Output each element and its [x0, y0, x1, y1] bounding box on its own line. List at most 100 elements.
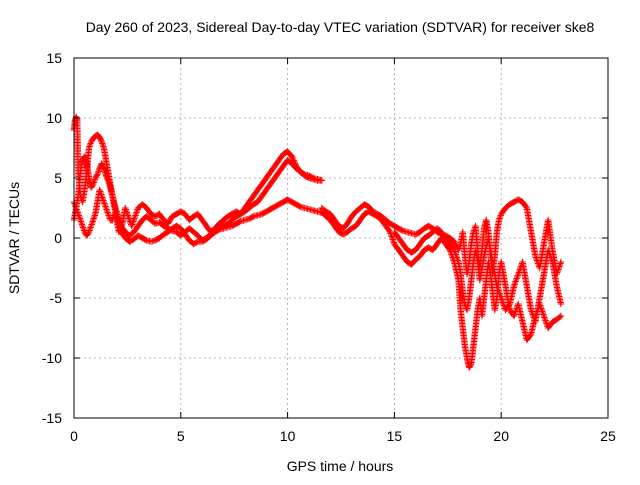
data-point	[75, 210, 82, 218]
y-tick-label: 15	[46, 50, 62, 66]
data-point	[77, 216, 84, 224]
data-point	[109, 215, 117, 222]
data-point	[451, 238, 458, 245]
data-point	[125, 215, 133, 222]
data-point	[496, 290, 503, 297]
data-point	[532, 254, 540, 261]
data-point	[556, 263, 563, 270]
data-point	[100, 164, 107, 171]
data-point	[87, 224, 94, 231]
data-point	[511, 281, 518, 288]
data-point	[515, 269, 523, 276]
data-point	[104, 210, 112, 218]
data-point	[129, 219, 136, 227]
data-point	[389, 236, 396, 243]
data-point	[496, 215, 503, 222]
data-point	[85, 228, 93, 236]
data-point	[87, 222, 95, 230]
data-point	[78, 219, 85, 227]
data-point	[90, 216, 97, 224]
y-tick-label: -15	[42, 410, 62, 426]
data-point	[78, 221, 86, 228]
data-point	[511, 311, 518, 318]
data-point	[124, 212, 132, 219]
data-point	[390, 239, 398, 246]
y-tick-label: -5	[50, 290, 63, 306]
data-point	[85, 230, 92, 237]
data-point	[105, 212, 112, 219]
data-point	[497, 212, 504, 219]
data-point	[546, 249, 553, 257]
data-point	[79, 222, 86, 230]
data-point	[500, 300, 507, 308]
data-point	[86, 227, 93, 234]
data-point	[87, 140, 94, 147]
data-point	[99, 141, 107, 149]
data-point	[96, 186, 103, 194]
data-point	[494, 285, 502, 293]
data-point	[388, 233, 395, 240]
data-point	[505, 302, 513, 309]
data-point	[454, 257, 462, 264]
data-point	[512, 278, 519, 285]
data-point	[510, 282, 518, 290]
data-point	[88, 221, 95, 228]
data-point	[76, 215, 84, 222]
data-point	[386, 227, 393, 234]
data-point	[90, 215, 97, 222]
data-point	[512, 276, 520, 284]
x-tick-label: 0	[70, 428, 78, 444]
data-point	[389, 234, 396, 242]
data-point	[451, 248, 458, 255]
data-point	[98, 191, 105, 198]
data-point	[91, 213, 98, 221]
grid-lines	[74, 58, 608, 418]
data-point	[94, 171, 101, 178]
data-point	[288, 153, 296, 160]
data-point	[557, 312, 565, 320]
data-point	[527, 332, 534, 339]
data-point	[498, 294, 505, 302]
data-point	[528, 308, 535, 315]
data-point	[540, 311, 547, 318]
data-point	[122, 204, 129, 212]
x-tick-label: 25	[600, 428, 616, 444]
data-point	[99, 195, 107, 203]
data-point	[109, 216, 116, 224]
data-point	[450, 245, 457, 252]
data-point	[128, 222, 135, 230]
data-point	[86, 143, 93, 150]
data-point	[80, 227, 88, 234]
data-point	[95, 168, 102, 175]
data-point	[557, 260, 564, 267]
data-point	[89, 182, 96, 189]
data-point	[454, 255, 461, 263]
data-point	[102, 203, 109, 210]
data-point	[546, 251, 553, 258]
data-point	[496, 291, 504, 299]
data-point	[77, 218, 85, 225]
data-point	[318, 177, 325, 184]
data-point	[390, 237, 397, 245]
data-point	[100, 143, 107, 150]
x-axis-label: GPS time / hours	[287, 458, 394, 474]
data-point	[99, 140, 106, 147]
data-point	[547, 252, 554, 260]
data-point	[289, 154, 296, 161]
data-point	[510, 312, 518, 320]
data-point	[514, 272, 521, 279]
data-point	[123, 209, 131, 216]
data-point	[98, 138, 105, 146]
data-point	[132, 212, 139, 219]
data-point	[125, 213, 132, 221]
data-point	[123, 207, 130, 215]
data-point	[499, 299, 507, 306]
data-point	[133, 207, 141, 215]
data-point	[495, 287, 502, 294]
data-point	[453, 252, 460, 260]
data-point	[104, 209, 111, 216]
y-tick-label: -10	[42, 350, 62, 366]
data-point	[85, 144, 93, 152]
data-point	[101, 200, 108, 207]
